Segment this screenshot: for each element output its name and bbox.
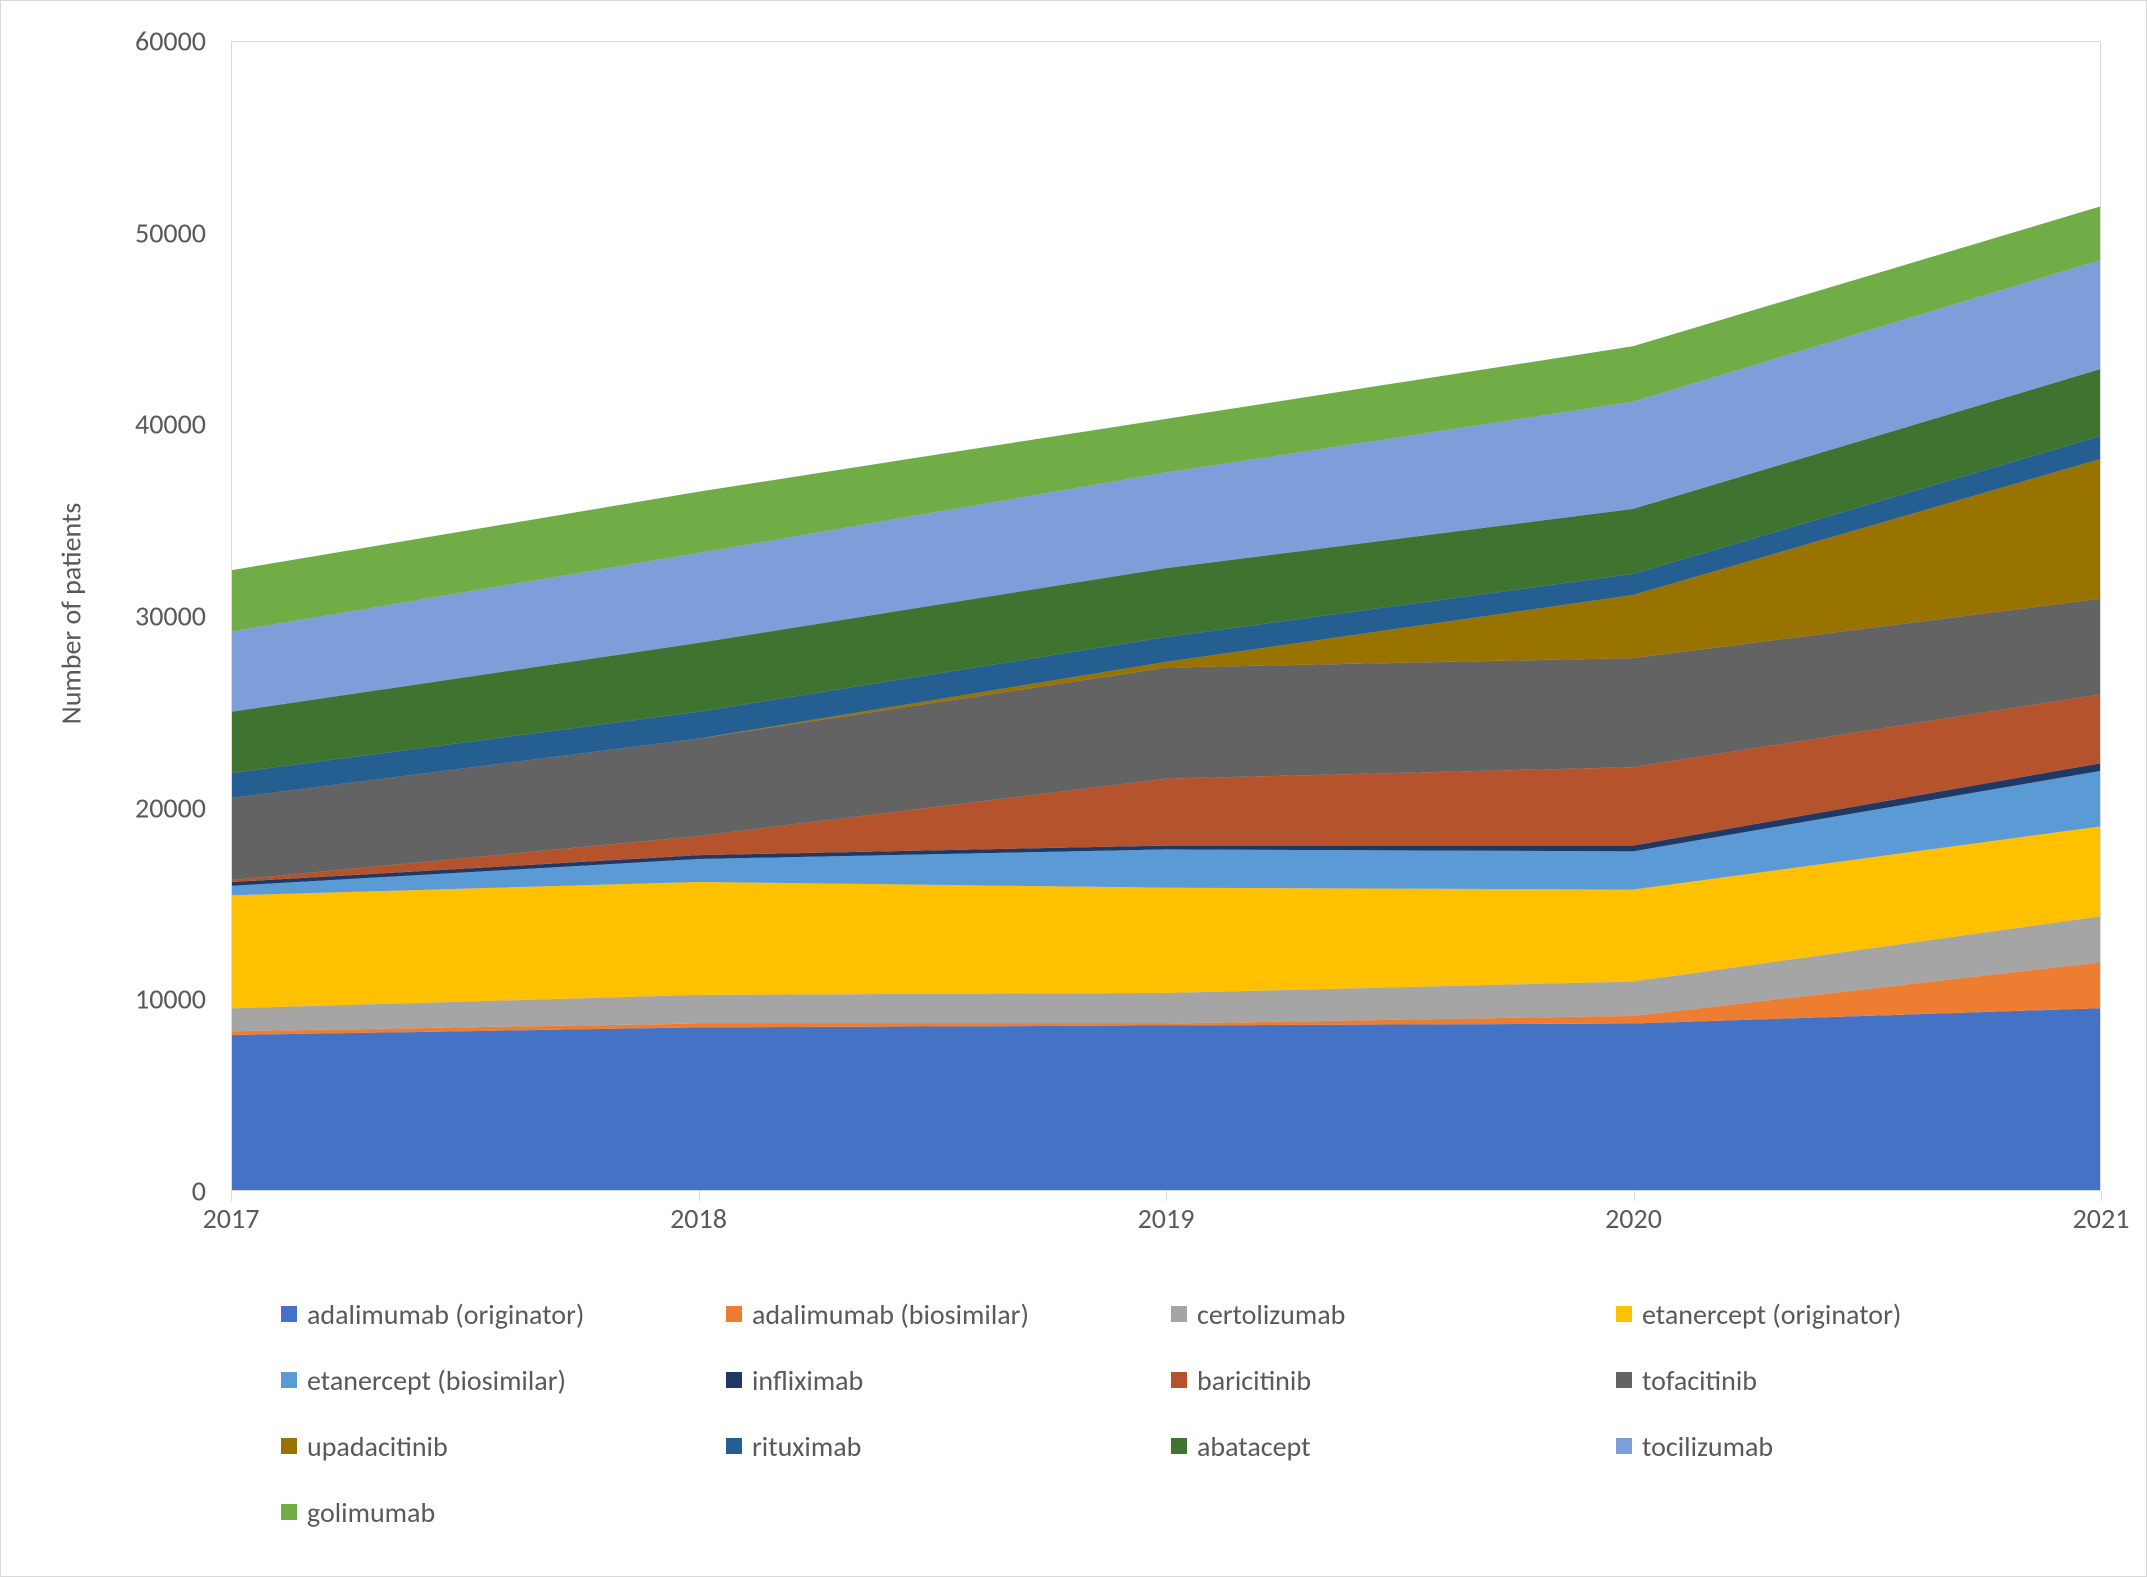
legend-item: tofacitinib bbox=[1616, 1347, 2061, 1413]
x-tick-label: 2017 bbox=[203, 1201, 260, 1236]
legend-item: infliximab bbox=[726, 1347, 1171, 1413]
x-tick-label: 2020 bbox=[1605, 1201, 1662, 1236]
legend-swatch bbox=[726, 1372, 742, 1388]
legend-label: infliximab bbox=[752, 1363, 863, 1398]
plot-area bbox=[231, 41, 2101, 1191]
x-tick-mark bbox=[2101, 1191, 2102, 1201]
legend-label: certolizumab bbox=[1197, 1297, 1345, 1332]
legend-label: tocilizumab bbox=[1642, 1429, 1773, 1464]
x-tick-label: 2018 bbox=[670, 1201, 727, 1236]
legend-swatch bbox=[281, 1438, 297, 1454]
legend-item: abatacept bbox=[1171, 1413, 1616, 1479]
y-tick-label: 0 bbox=[96, 1174, 206, 1209]
legend-swatch bbox=[281, 1504, 297, 1520]
legend-item: adalimumab (originator) bbox=[281, 1281, 726, 1347]
legend-label: etanercept (biosimilar) bbox=[307, 1363, 566, 1398]
legend-item: rituximab bbox=[726, 1413, 1171, 1479]
legend-item: adalimumab (biosimilar) bbox=[726, 1281, 1171, 1347]
legend-swatch bbox=[1616, 1438, 1632, 1454]
legend-label: golimumab bbox=[307, 1495, 435, 1530]
y-tick-label: 20000 bbox=[96, 790, 206, 825]
stacked-area-svg bbox=[232, 42, 2100, 1190]
legend-swatch bbox=[1616, 1372, 1632, 1388]
legend-item: upadacitinib bbox=[281, 1413, 726, 1479]
legend-label: adalimumab (biosimilar) bbox=[752, 1297, 1029, 1332]
y-tick-label: 60000 bbox=[96, 24, 206, 59]
x-tick-mark bbox=[1166, 1191, 1167, 1201]
legend-swatch bbox=[1171, 1438, 1187, 1454]
legend: adalimumab (originator) adalimumab (biosi… bbox=[281, 1281, 2101, 1561]
legend-item: tocilizumab bbox=[1616, 1413, 2061, 1479]
chart-container: Number of patients 0 10000 20000 30000 40000… bbox=[0, 0, 2147, 1577]
legend-label: rituximab bbox=[752, 1429, 861, 1464]
x-tick-mark bbox=[699, 1191, 700, 1201]
legend-label: upadacitinib bbox=[307, 1429, 448, 1464]
y-tick-label: 40000 bbox=[96, 407, 206, 442]
area-adalimumab-originator- bbox=[232, 1008, 2100, 1190]
legend-swatch bbox=[726, 1438, 742, 1454]
legend-item: golimumab bbox=[281, 1479, 726, 1545]
legend-swatch bbox=[1616, 1306, 1632, 1322]
y-tick-label: 50000 bbox=[96, 215, 206, 250]
legend-swatch bbox=[1171, 1306, 1187, 1322]
legend-swatch bbox=[281, 1306, 297, 1322]
y-axis-label: Number of patients bbox=[54, 464, 89, 764]
x-tick-label: 2021 bbox=[2073, 1201, 2130, 1236]
legend-label: abatacept bbox=[1197, 1429, 1310, 1464]
legend-label: baricitinib bbox=[1197, 1363, 1311, 1398]
legend-item: certolizumab bbox=[1171, 1281, 1616, 1347]
y-tick-label: 10000 bbox=[96, 982, 206, 1017]
legend-label: etanercept (originator) bbox=[1642, 1297, 1901, 1332]
legend-item: etanercept (originator) bbox=[1616, 1281, 2061, 1347]
legend-swatch bbox=[281, 1372, 297, 1388]
legend-item: baricitinib bbox=[1171, 1347, 1616, 1413]
legend-label: tofacitinib bbox=[1642, 1363, 1757, 1398]
x-tick-label: 2019 bbox=[1138, 1201, 1195, 1236]
x-tick-mark bbox=[231, 1191, 232, 1201]
legend-swatch bbox=[726, 1306, 742, 1322]
legend-item: etanercept (biosimilar) bbox=[281, 1347, 726, 1413]
legend-label: adalimumab (originator) bbox=[307, 1297, 584, 1332]
x-tick-mark bbox=[1634, 1191, 1635, 1201]
legend-swatch bbox=[1171, 1372, 1187, 1388]
y-tick-label: 30000 bbox=[96, 599, 206, 634]
